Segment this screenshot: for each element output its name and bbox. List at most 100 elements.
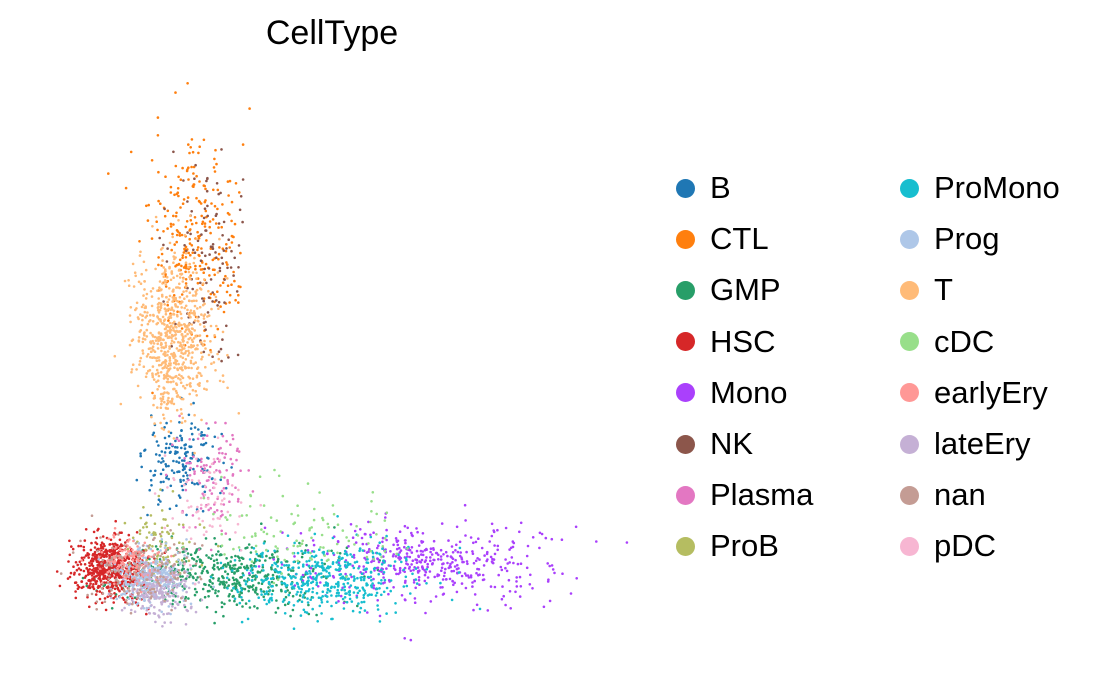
data-point (398, 569, 402, 572)
data-point (213, 501, 217, 504)
data-point (201, 342, 204, 346)
data-point (116, 567, 119, 571)
data-point (229, 443, 232, 447)
data-point (222, 563, 226, 567)
data-point (190, 244, 194, 247)
data-point (163, 323, 166, 326)
data-point (157, 356, 161, 359)
data-point (210, 492, 214, 495)
data-point (120, 556, 123, 559)
data-point (183, 365, 187, 369)
data-point (421, 553, 425, 557)
data-point (262, 595, 266, 599)
data-point (292, 604, 296, 607)
data-point (165, 575, 168, 579)
legend-label: T (934, 272, 953, 308)
data-point (167, 477, 170, 481)
data-point (131, 363, 135, 367)
data-point (156, 576, 159, 579)
data-point (363, 568, 367, 571)
data-point (336, 540, 340, 544)
data-point (117, 572, 120, 576)
data-point (76, 584, 79, 587)
data-point (393, 560, 397, 563)
data-point (187, 461, 190, 465)
data-point (200, 214, 203, 218)
data-point (212, 481, 215, 485)
data-point (409, 569, 413, 573)
data-point (197, 517, 201, 520)
data-point (191, 294, 195, 297)
data-point (205, 606, 209, 609)
data-point (308, 559, 311, 563)
legend-item-B: B (676, 168, 731, 208)
data-point (209, 247, 213, 250)
data-point (389, 550, 392, 553)
data-point (175, 347, 179, 350)
data-point (244, 580, 247, 583)
data-point (194, 572, 197, 575)
data-point (338, 552, 342, 555)
data-point (174, 595, 177, 598)
data-point (110, 589, 113, 592)
data-point (516, 562, 520, 566)
data-point (165, 465, 168, 468)
data-point (233, 597, 237, 600)
data-point (141, 340, 145, 344)
data-point (311, 569, 315, 573)
data-point (320, 561, 324, 565)
data-point (359, 576, 363, 579)
data-point (227, 584, 230, 587)
data-point (170, 306, 174, 310)
data-point (168, 546, 172, 550)
data-point (133, 610, 137, 613)
data-point (360, 578, 363, 582)
data-point (231, 433, 234, 437)
data-point (204, 365, 207, 369)
data-point (209, 548, 213, 552)
data-point (352, 566, 356, 570)
data-point (425, 548, 428, 551)
data-point (135, 478, 139, 482)
data-point (193, 304, 197, 308)
data-point (110, 569, 114, 573)
data-point (371, 491, 375, 494)
data-point (164, 334, 168, 338)
data-point (193, 542, 197, 545)
data-point (165, 442, 168, 446)
data-point (406, 526, 410, 530)
data-point (166, 524, 169, 527)
data-point (203, 325, 206, 328)
data-point (207, 296, 211, 299)
data-point (462, 560, 465, 564)
series-nan (59, 514, 204, 615)
data-point (140, 607, 143, 610)
data-point (184, 285, 188, 288)
data-point (211, 554, 214, 557)
data-point (203, 222, 207, 225)
data-point (406, 563, 410, 566)
data-point (323, 562, 327, 566)
data-point (183, 557, 186, 560)
data-point (362, 600, 366, 604)
data-point (335, 582, 338, 586)
data-point (115, 578, 118, 581)
data-point (89, 548, 93, 552)
data-point (164, 473, 168, 477)
data-point (180, 306, 183, 309)
series-pDC (153, 433, 263, 586)
data-point (222, 503, 226, 506)
legend-item-GMP: GMP (676, 270, 781, 310)
data-point (326, 582, 330, 585)
data-point (170, 270, 174, 273)
data-point (322, 566, 325, 570)
data-point (370, 579, 373, 582)
data-point (91, 560, 94, 563)
data-point (167, 307, 171, 311)
data-point (102, 542, 105, 546)
data-point (189, 361, 193, 365)
data-point (189, 553, 193, 556)
data-point (119, 572, 123, 575)
data-point (202, 321, 206, 325)
legend-swatch (900, 178, 919, 198)
